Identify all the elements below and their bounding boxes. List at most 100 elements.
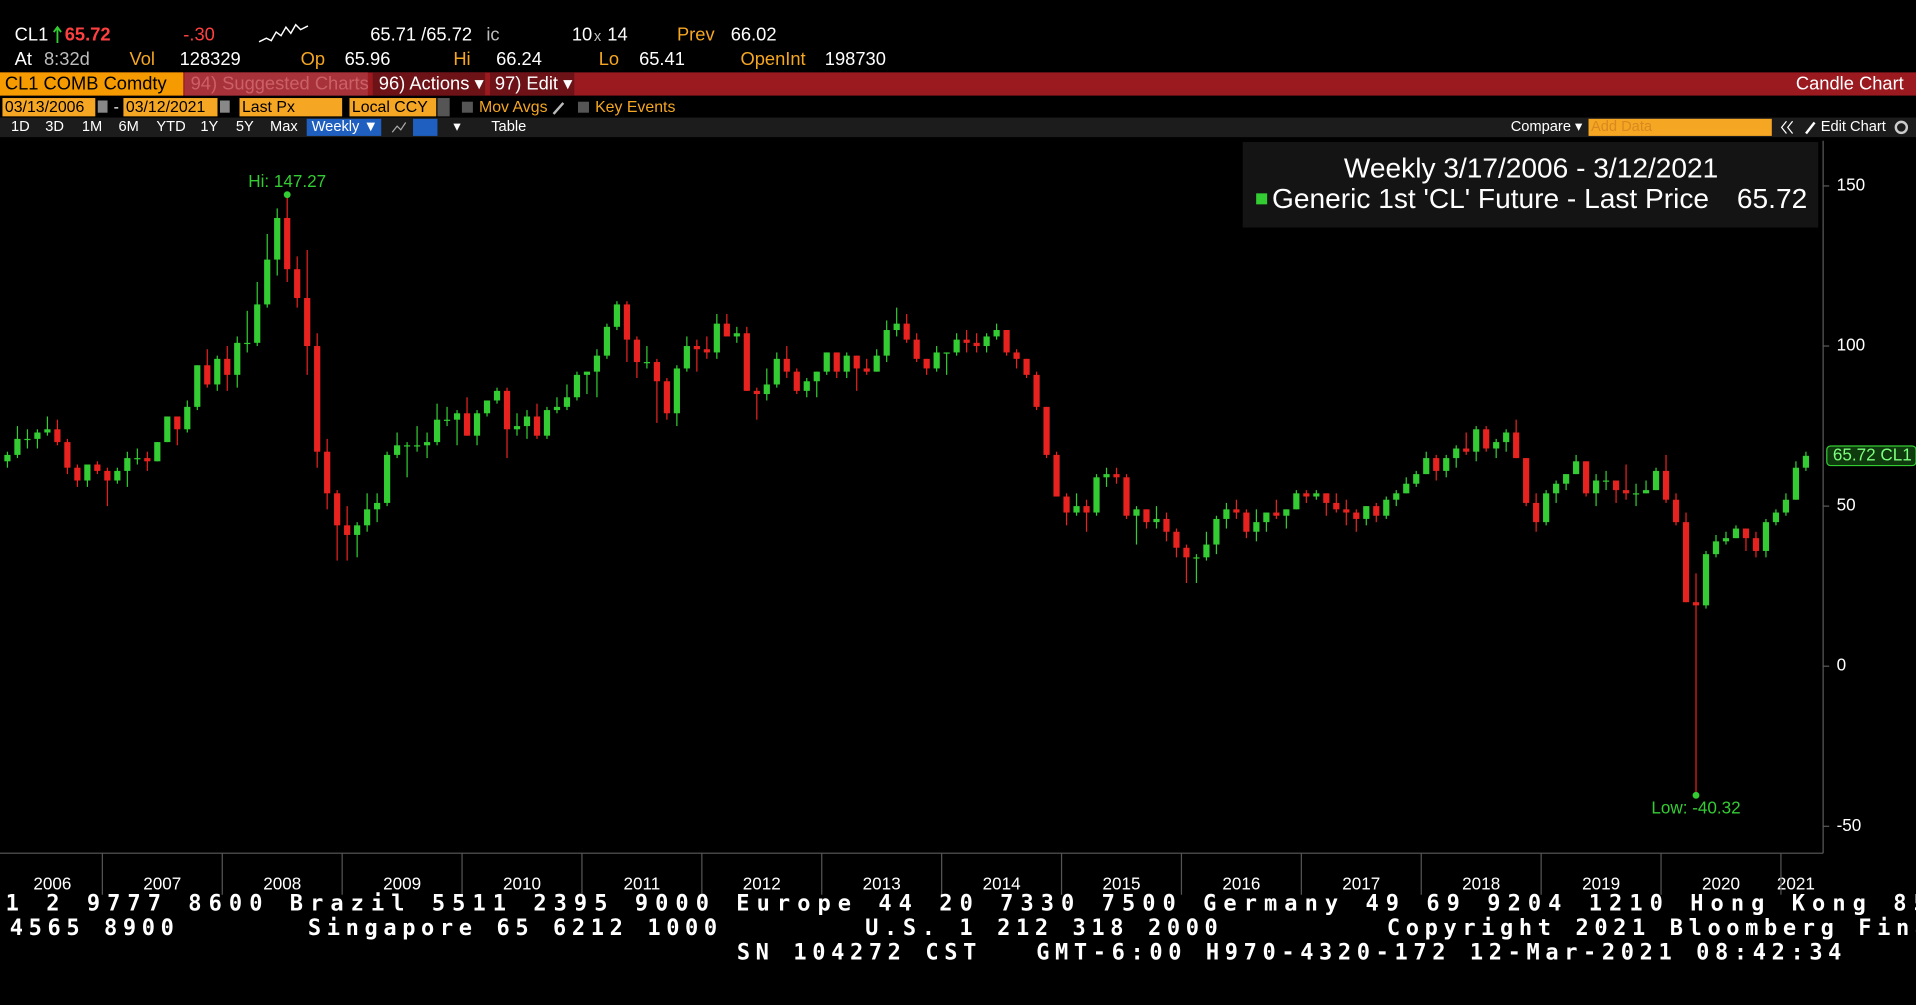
candle-body	[34, 432, 41, 439]
start-date-box[interactable]	[2, 98, 96, 117]
field[interactable]: Last Px	[242, 99, 295, 116]
start-date[interactable]: 03/13/2006	[5, 99, 85, 116]
candle-body	[224, 358, 231, 375]
candle-body	[1333, 502, 1340, 510]
candle-body	[24, 438, 31, 441]
candle-body	[433, 419, 441, 443]
legend-box	[1242, 142, 1819, 228]
currency-box[interactable]	[349, 98, 437, 117]
checkbox[interactable]	[461, 101, 473, 113]
range-button[interactable]: 6M	[119, 119, 139, 135]
suggested-charts[interactable]: 94) Suggested Charts	[191, 72, 369, 93]
key-events[interactable]: Key Events	[595, 99, 675, 116]
line-icon[interactable]	[391, 122, 407, 133]
footer-line: GMT-6:00 H970-4320-172 12-Mar-2021 08:42…	[1036, 940, 1847, 965]
field-box[interactable]	[239, 98, 343, 117]
currency[interactable]: Local CCY	[352, 99, 428, 116]
candle-body	[1782, 499, 1790, 513]
x-tick-label: 2006	[33, 874, 71, 893]
period-box[interactable]	[306, 118, 382, 136]
edit-menu[interactable]: 97) Edit ▾	[495, 72, 572, 93]
candle-body	[1672, 499, 1680, 523]
candle-body	[1233, 509, 1240, 513]
sparkline-icon[interactable]	[258, 23, 309, 43]
pencil-icon[interactable]	[1805, 121, 1816, 135]
candle-body	[1423, 458, 1430, 475]
date-dash: -	[114, 99, 119, 116]
collapse-icon[interactable]	[1780, 120, 1794, 134]
table[interactable]: Table	[491, 119, 526, 135]
candle-body	[334, 493, 341, 526]
range-button[interactable]: YTD	[156, 119, 185, 135]
range-button[interactable]: 3D	[45, 119, 64, 135]
candle-body	[344, 525, 351, 535]
chart-kind: Candle Chart	[1796, 72, 1904, 93]
actions-box[interactable]	[372, 72, 486, 96]
net-change: -.30	[183, 24, 215, 45]
footer-line: 61 2 9777 8600 Brazil 5511 2395 9000 Eur…	[0, 892, 1916, 917]
candle-body	[793, 371, 800, 391]
candle-body	[1263, 512, 1270, 523]
open-value: 65.96	[345, 48, 391, 69]
range-button[interactable]: 1M	[82, 119, 102, 135]
candle-body	[74, 467, 81, 481]
add-data-box[interactable]	[1588, 118, 1772, 136]
range-button[interactable]: 5Y	[236, 119, 254, 135]
dropdown[interactable]	[437, 98, 450, 117]
candle-icon[interactable]	[413, 118, 438, 136]
range-button[interactable]: 1D	[11, 119, 30, 135]
security[interactable]: CL1 COMB Comdty	[5, 72, 168, 93]
actions-menu[interactable]: 96) Actions ▾	[379, 72, 484, 93]
candle-body	[993, 330, 1000, 337]
candle-body	[663, 381, 670, 414]
more-arrow[interactable]: ▾	[453, 119, 461, 135]
period[interactable]: Weekly ▼	[312, 119, 378, 135]
footer-line: Copyright 2021 Bloomberg Finance L.P.	[1387, 916, 1916, 941]
candle-body	[443, 419, 451, 421]
edit-chart[interactable]: Edit Chart	[1821, 119, 1886, 135]
calendar-icon[interactable]	[97, 100, 108, 113]
candle-body	[1772, 512, 1780, 523]
candle-body	[803, 381, 810, 391]
security-box[interactable]	[0, 72, 184, 96]
candle-body	[84, 464, 91, 481]
up-arrow	[53, 25, 62, 44]
pencil-icon[interactable]	[552, 102, 565, 115]
candle-body	[204, 365, 211, 385]
candle-body	[563, 397, 571, 407]
candle-body	[1632, 493, 1640, 495]
y-tick-label: 0	[1837, 656, 1847, 675]
candle-body	[693, 346, 700, 350]
x-tick-label: 2011	[624, 874, 661, 893]
candle-body	[983, 336, 990, 347]
candle-body	[1083, 506, 1090, 513]
edit-box[interactable]	[489, 72, 575, 96]
candle-body	[683, 346, 690, 369]
candle-body	[1493, 442, 1500, 449]
candle-body	[1073, 506, 1080, 513]
candle-body	[703, 349, 710, 353]
candle-body	[1053, 454, 1060, 497]
checkbox[interactable]	[577, 101, 589, 113]
end-date-box[interactable]	[123, 98, 218, 117]
compare[interactable]: Compare ▾	[1511, 119, 1583, 135]
add-data[interactable]: Add Data	[1591, 119, 1653, 135]
candle-body	[1353, 512, 1360, 519]
range-button[interactable]: Max	[270, 119, 298, 135]
range-button[interactable]: 1Y	[200, 119, 218, 135]
candle-body	[104, 470, 111, 481]
calendar-icon[interactable]	[219, 100, 230, 113]
candle-body	[873, 355, 880, 372]
candle-body	[973, 342, 980, 347]
mov-avgs[interactable]: Mov Avgs	[479, 99, 548, 116]
suggested-box[interactable]	[184, 72, 368, 96]
candle-body	[1453, 448, 1460, 459]
range-buttons: 1D 3D 1M 6M YTD 1Y 5Y Max	[11, 119, 298, 135]
settings-icon[interactable]	[1894, 120, 1909, 135]
candle-body	[963, 339, 970, 343]
candle-body	[1722, 538, 1730, 542]
x-tick-label: 2021	[1777, 874, 1815, 893]
end-date[interactable]: 03/12/2021	[126, 99, 206, 116]
candle-body	[1143, 509, 1150, 523]
candle-body	[264, 259, 271, 305]
